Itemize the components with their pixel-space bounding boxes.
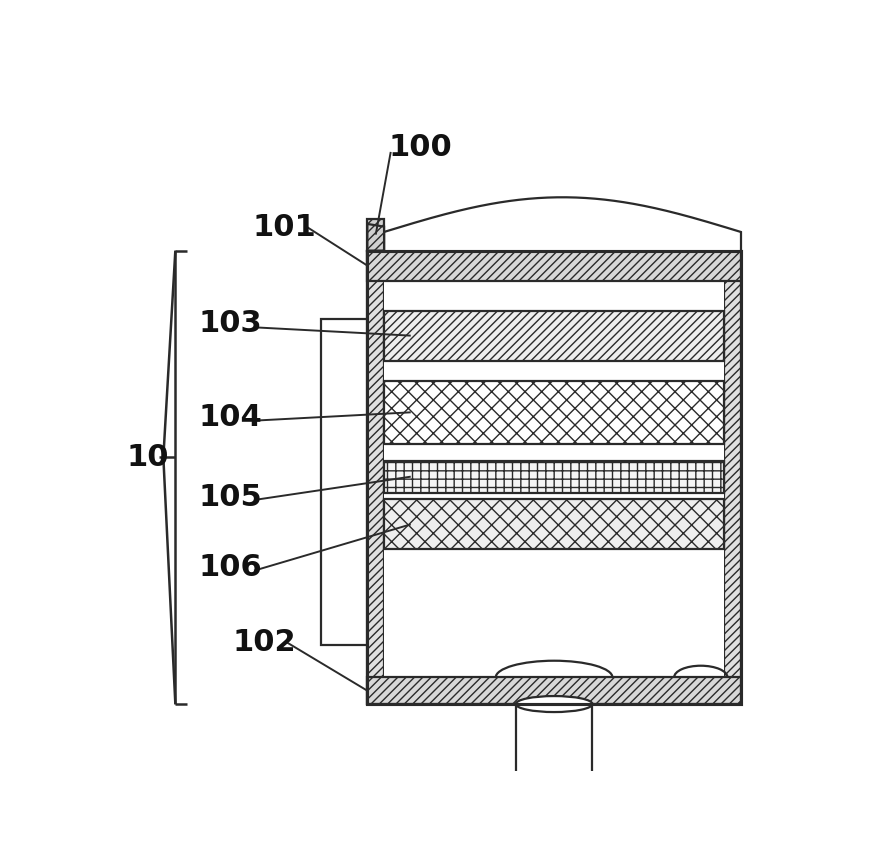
Polygon shape (368, 224, 384, 250)
Text: 103: 103 (199, 309, 263, 339)
Bar (320, 319, 368, 645)
Bar (368, 250, 741, 704)
Text: 105: 105 (199, 483, 263, 512)
Text: 104: 104 (199, 403, 263, 432)
Bar (368, 218, 384, 250)
Text: 100: 100 (388, 132, 452, 162)
Bar (384, 500, 724, 549)
Bar (368, 250, 741, 704)
Text: 106: 106 (199, 553, 263, 582)
Text: 102: 102 (232, 628, 296, 657)
Ellipse shape (516, 787, 593, 807)
Bar (384, 281, 724, 677)
Bar (368, 250, 384, 704)
Bar (384, 461, 724, 493)
Bar (384, 311, 724, 360)
Bar (368, 250, 741, 281)
Bar (724, 250, 741, 704)
Bar (516, 704, 593, 798)
Text: 101: 101 (252, 213, 316, 242)
Ellipse shape (516, 696, 593, 712)
Bar (368, 677, 741, 704)
Bar (384, 381, 724, 444)
Text: 10: 10 (126, 443, 168, 472)
